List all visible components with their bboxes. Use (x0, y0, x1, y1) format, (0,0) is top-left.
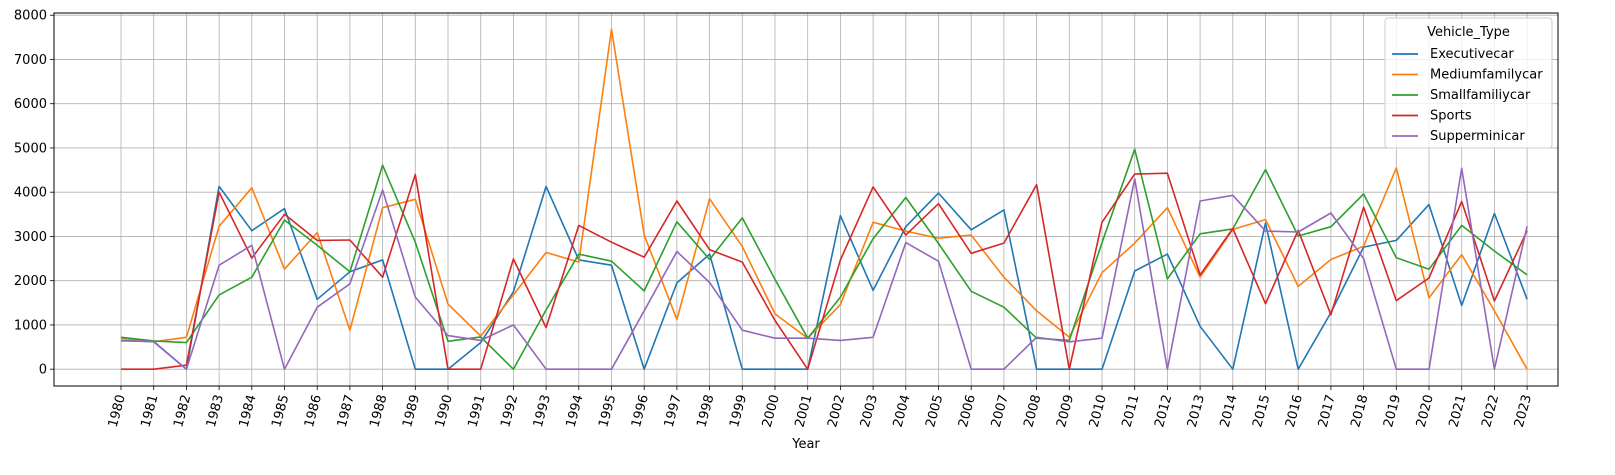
series-line-smallfamiliycar (120, 148, 1528, 371)
series-lines (120, 28, 1528, 371)
y-tick-label: 2000 (14, 274, 47, 289)
y-tick-label: 7000 (14, 53, 47, 68)
legend-label: Smallfamiliycar (1430, 88, 1531, 103)
y-tick-label: 5000 (14, 141, 47, 156)
legend-label: Executivecar (1430, 47, 1514, 62)
y-tick-label: 0 (39, 363, 47, 378)
series-line-sports (121, 172, 1528, 371)
y-tick-label: 8000 (14, 9, 47, 24)
legend-box (1384, 17, 1553, 149)
legend: Vehicle_Type Executivecar Mediumfamilycar… (1384, 17, 1553, 149)
y-tick-label: 4000 (14, 186, 47, 201)
y-tick-label: 6000 (14, 97, 47, 112)
plot-area-frame (53, 12, 1559, 387)
y-tick-label: 1000 (14, 318, 47, 333)
y-tick-label: 3000 (14, 230, 47, 245)
x-axis-title: Year (791, 437, 820, 452)
legend-label: Mediumfamilycar (1430, 68, 1543, 83)
legend-label: Sports (1430, 109, 1472, 124)
legend-label: Supperminicar (1430, 129, 1525, 144)
series-line-supperminicar (120, 167, 1528, 371)
legend-items: Executivecar Mediumfamilycar Smallfamiliyc… (1392, 47, 1543, 144)
y-axis-ticks: 0 1000 2000 3000 4000 5000 6000 7000 8000 (14, 9, 54, 378)
legend-title: Vehicle_Type (1427, 25, 1510, 40)
series-line-mediumfamilycar (120, 28, 1528, 370)
